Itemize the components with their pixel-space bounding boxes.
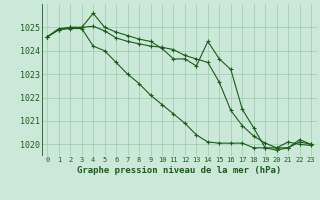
X-axis label: Graphe pression niveau de la mer (hPa): Graphe pression niveau de la mer (hPa) [77,166,281,175]
